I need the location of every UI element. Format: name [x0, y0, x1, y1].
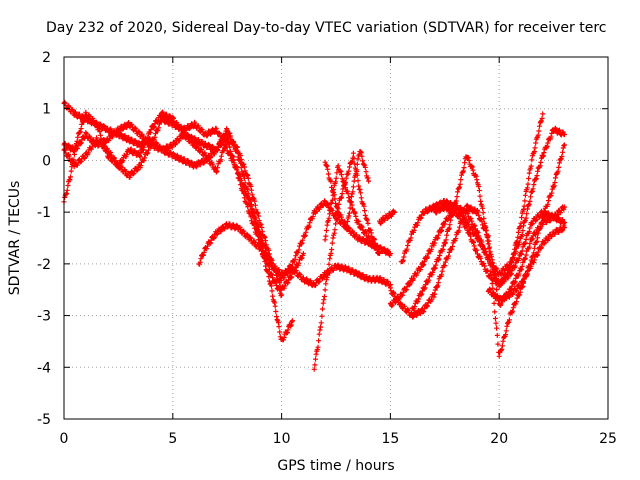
series-track-15	[377, 208, 398, 226]
y-tick-label: 2	[42, 50, 51, 66]
series-markers	[409, 142, 567, 359]
series-track-14	[485, 223, 567, 304]
x-tick-label: 20	[490, 431, 508, 447]
y-tick-label: -3	[37, 309, 51, 325]
x-axis-label: GPS time / hours	[277, 458, 394, 474]
x-tick-label: 10	[273, 431, 291, 447]
data-points	[61, 99, 567, 372]
plot-border	[63, 56, 609, 420]
y-tick-label: -1	[37, 205, 51, 221]
x-tick-label: 25	[599, 431, 617, 447]
series-markers	[322, 163, 383, 257]
x-tick-label: 15	[381, 431, 399, 447]
series-markers	[196, 221, 393, 289]
series-markers	[377, 208, 398, 226]
series-track-10	[387, 202, 567, 320]
series-markers	[322, 149, 372, 231]
x-tick-label: 0	[60, 431, 69, 447]
y-tick-label: -5	[37, 412, 51, 428]
series-track-5	[196, 221, 393, 289]
x-tick-labels: 0 5 10 15 20 25	[60, 431, 617, 447]
y-tick-label: -2	[37, 257, 51, 273]
y-tick-label: 0	[42, 153, 51, 169]
series-track-13	[431, 111, 546, 290]
x-tick-label: 5	[168, 431, 177, 447]
series-track-11	[409, 142, 567, 359]
series-markers	[387, 202, 567, 320]
series-markers	[431, 111, 546, 290]
series-markers	[311, 150, 378, 372]
series-track-7	[322, 163, 383, 257]
axis-ticks	[63, 56, 609, 420]
series-track-6	[311, 150, 378, 372]
y-tick-label: 1	[42, 102, 51, 118]
y-tick-labels: 2 1 0 -1 -2 -3 -4 -5	[37, 50, 51, 428]
y-axis-label: SDTVAR / TECUs	[7, 181, 23, 296]
chart-title: Day 232 of 2020, Sidereal Day-to-day VTE…	[46, 20, 606, 36]
y-tick-label: -4	[37, 360, 51, 376]
series-markers	[485, 223, 567, 304]
series-track-8	[322, 149, 372, 231]
